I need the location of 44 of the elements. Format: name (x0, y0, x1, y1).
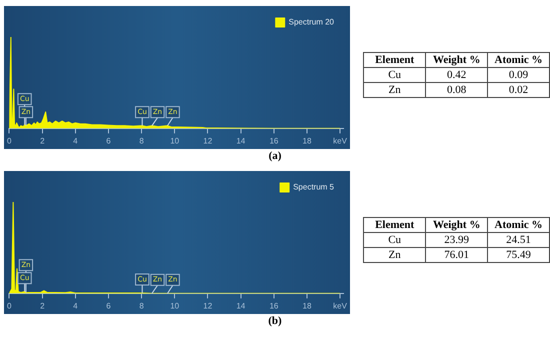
text: Element (364, 218, 426, 232)
legend-label: Spectrum 5 (293, 182, 335, 192)
text: Zn (364, 248, 426, 262)
text: Cu (364, 232, 426, 248)
x-tick-label: 4 (73, 136, 78, 146)
text: Weight % (426, 218, 488, 232)
x-tick-label: 10 (170, 301, 180, 310)
text: Atomic % (488, 218, 550, 232)
text: 0.09 (488, 68, 550, 82)
text: 0.08 (426, 82, 488, 98)
text: Cu (364, 68, 426, 82)
text: 76.01 (426, 248, 488, 262)
x-tick-label: keV (333, 136, 348, 146)
x-tick-label: 0 (7, 301, 12, 310)
text: (b) (267, 315, 283, 327)
x-tick-label: 14 (236, 301, 246, 310)
x-tick-label: 16 (269, 301, 279, 310)
x-tick-label: 12 (203, 136, 213, 146)
text: Weight % (426, 52, 488, 68)
text: Atomic % (488, 52, 550, 68)
x-tick-label: 0 (7, 136, 12, 146)
x-tick-label: 6 (106, 136, 112, 146)
x-tick-label: 8 (139, 136, 144, 146)
x-tick-label: 16 (269, 136, 279, 146)
text: 75.49 (488, 248, 550, 262)
x-tick-label: 12 (203, 301, 213, 310)
x-tick-label: 8 (139, 301, 144, 310)
text: 0.42 (426, 68, 488, 82)
text: Element (364, 52, 426, 68)
x-tick-label: 18 (302, 301, 312, 310)
x-tick-label: 14 (236, 136, 246, 146)
x-tick-label: 2 (40, 301, 46, 310)
text: 24.51 (488, 232, 550, 248)
x-tick-label: 4 (73, 301, 78, 310)
x-tick-label: 10 (170, 136, 180, 146)
x-tick-label: 2 (40, 136, 46, 146)
legend-label: Spectrum 20 (288, 18, 335, 27)
x-tick-label: 6 (106, 301, 112, 310)
text: (a) (268, 150, 282, 162)
text: 23.99 (426, 232, 488, 248)
x-tick-label: 18 (302, 136, 312, 146)
text: 0.02 (488, 82, 550, 98)
text: Zn (364, 82, 426, 98)
x-tick-label: keV (333, 301, 348, 310)
